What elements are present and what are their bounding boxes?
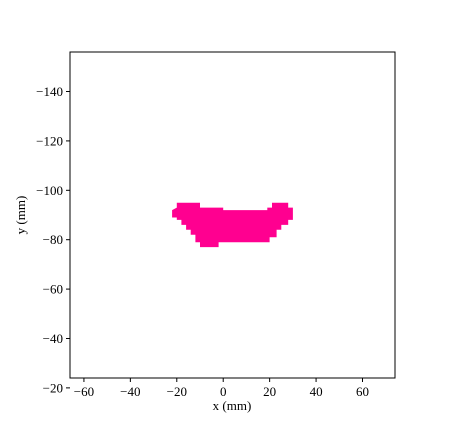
y-tick-label: −60 [43, 282, 63, 297]
y-tick-label: −140 [36, 84, 63, 99]
x-tick-label: 0 [220, 384, 227, 399]
x-axis-ticks: −60 −40 −20 0 20 40 60 [74, 378, 369, 399]
x-tick-label: −60 [74, 384, 94, 399]
y-tick-label: −100 [36, 183, 63, 198]
y-tick-label: −80 [43, 232, 63, 247]
x-axis-label: x (mm) [213, 398, 252, 413]
mask-layer [172, 202, 293, 248]
x-tick-label: 60 [356, 384, 369, 399]
x-tick-label: −40 [120, 384, 140, 399]
y-tick-label: −120 [36, 133, 63, 148]
x-tick-label: 40 [310, 384, 323, 399]
y-axis-label: y (mm) [13, 196, 28, 235]
y-tick-label: −40 [43, 331, 63, 346]
x-tick-label: −20 [167, 384, 187, 399]
y-tick-label: −20 [43, 380, 63, 395]
mask-region-0 [172, 202, 293, 248]
plot-frame [69, 51, 396, 379]
x-tick-label: 20 [263, 384, 276, 399]
y-axis-ticks: −140 −120 −100 −80 −60 −40 −20 [36, 84, 70, 395]
